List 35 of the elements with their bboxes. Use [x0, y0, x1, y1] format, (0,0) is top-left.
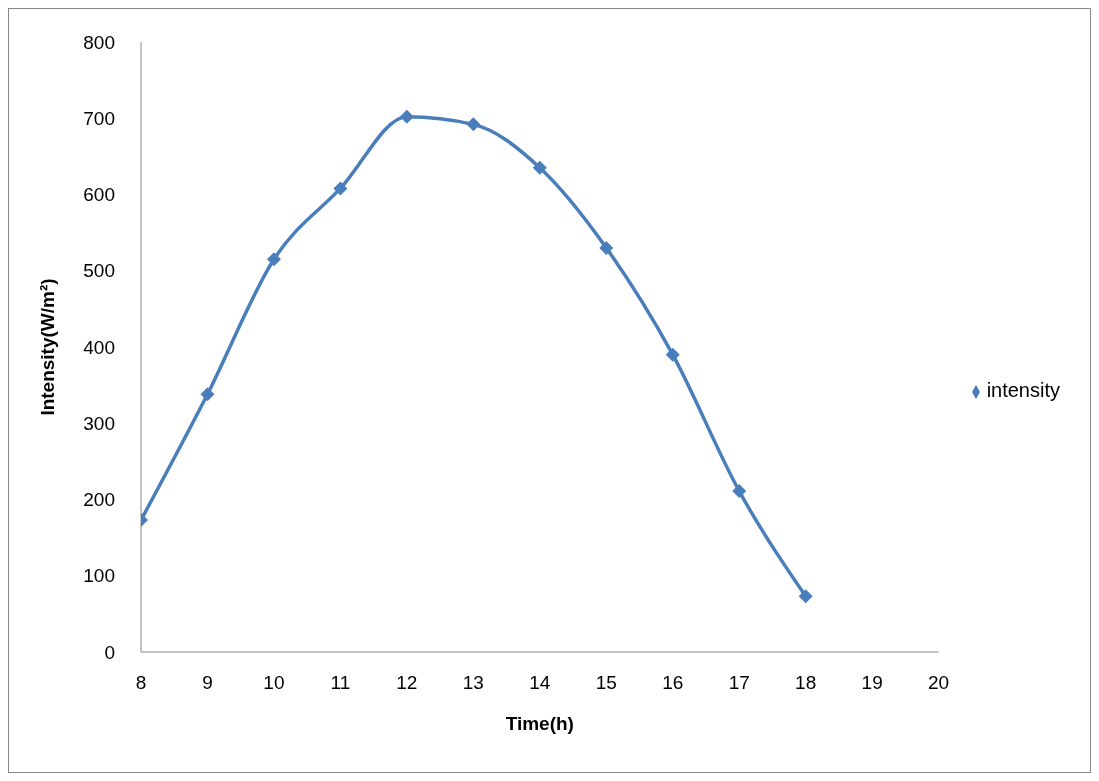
point: [466, 117, 481, 132]
legend-label: intensity: [986, 379, 1060, 401]
x-tick-label: 18: [795, 672, 817, 694]
point: [200, 387, 215, 402]
y-axis-title: Intensity(W/m²): [37, 278, 59, 416]
x-tick-label: 10: [263, 672, 285, 694]
y-tick-label: 500: [83, 260, 115, 282]
y-tick-label: 400: [83, 336, 115, 358]
y-tick-label: 100: [83, 565, 115, 587]
point: [732, 484, 747, 499]
x-tick-label: 15: [595, 672, 617, 694]
point: [266, 252, 281, 267]
x-tick-label: 17: [728, 672, 750, 694]
x-tick-label: 8: [135, 672, 147, 694]
x-tick-label: 14: [529, 672, 551, 694]
point: [665, 347, 680, 362]
point: [599, 240, 614, 255]
y-tick-label: 700: [83, 108, 115, 129]
x-tick-label: 19: [861, 672, 883, 694]
point: [798, 589, 813, 604]
point: [399, 109, 414, 124]
point: [532, 160, 547, 175]
x-axis-title: Time(h): [505, 713, 574, 734]
x-tick-label: 11: [330, 672, 351, 694]
y-tick-label: 800: [83, 31, 115, 53]
point: [333, 181, 348, 196]
x-tick-label: 16: [662, 672, 684, 694]
x-tick-label: 9: [202, 672, 213, 694]
y-tick-label: 0: [104, 641, 115, 663]
x-tick-label: 20: [928, 672, 950, 694]
x-tick-label: 13: [462, 672, 484, 694]
y-tick-label: 600: [83, 184, 115, 206]
y-tick-label: 300: [83, 412, 115, 434]
x-tick-label: 12: [396, 672, 418, 694]
y-tick-label: 200: [83, 489, 115, 511]
